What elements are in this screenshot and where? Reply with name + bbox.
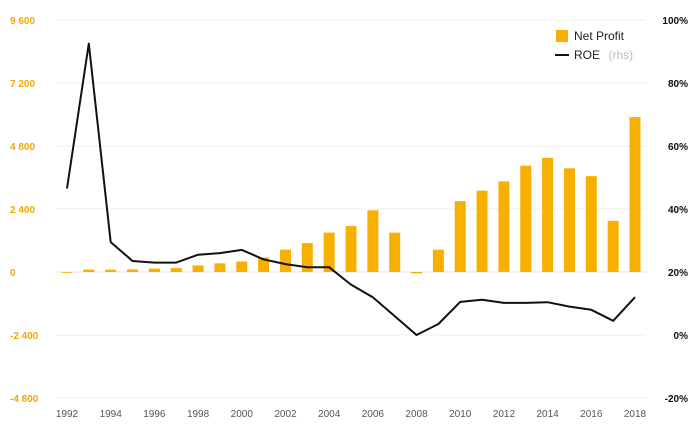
right-tick-label: 60% bbox=[668, 142, 688, 153]
x-tick-label: 1998 bbox=[187, 409, 210, 420]
right-tick-label: 20% bbox=[668, 268, 688, 279]
legend-label-roe-rhs: (rhs) bbox=[608, 48, 633, 62]
x-tick-label: 2002 bbox=[274, 409, 297, 420]
left-tick-label: 7 200 bbox=[10, 79, 35, 90]
bar-net-profit-2007 bbox=[389, 232, 401, 272]
bar-net-profit-1997 bbox=[170, 268, 182, 272]
bar-net-profit-2006 bbox=[367, 210, 379, 272]
bar-net-profit-2012 bbox=[498, 181, 510, 272]
legend-label-roe-group: ROE (rhs) bbox=[574, 46, 633, 63]
bar-net-profit-2009 bbox=[432, 249, 444, 272]
bar-net-profit-2004 bbox=[323, 232, 335, 272]
legend-label-roe: ROE bbox=[574, 48, 600, 62]
bar-net-profit-1994 bbox=[105, 269, 117, 272]
bar-net-profit-2018 bbox=[629, 117, 641, 272]
right-tick-label: 0% bbox=[674, 331, 689, 342]
left-axis: -4 800 -2 400 0 2 400 4 800 7 200 9 600 bbox=[10, 16, 39, 405]
gridlines bbox=[56, 19, 646, 399]
x-tick-label: 1992 bbox=[56, 409, 79, 420]
bar-net-profit-2014 bbox=[542, 157, 554, 272]
x-tick-label: 2004 bbox=[318, 409, 341, 420]
left-tick-label: -4 800 bbox=[10, 394, 39, 405]
bar-net-profit-2016 bbox=[585, 176, 597, 272]
left-tick-label: -2 400 bbox=[10, 331, 39, 342]
bar-net-profit-2002 bbox=[279, 249, 291, 272]
bar-net-profit-1992 bbox=[61, 272, 73, 273]
left-tick-label: 2 400 bbox=[10, 205, 35, 216]
net-profit-bars bbox=[61, 117, 641, 274]
x-tick-label: 2008 bbox=[405, 409, 428, 420]
legend-swatch-net-profit bbox=[556, 30, 568, 42]
bar-net-profit-2005 bbox=[345, 226, 357, 272]
left-tick-label: 0 bbox=[10, 268, 16, 279]
x-tick-label: 2006 bbox=[362, 409, 385, 420]
bar-net-profit-2010 bbox=[454, 201, 466, 272]
bar-net-profit-1998 bbox=[192, 265, 204, 272]
x-tick-label: 2000 bbox=[231, 409, 254, 420]
roe-line-group bbox=[66, 42, 636, 336]
bar-net-profit-2013 bbox=[520, 165, 532, 272]
bar-net-profit-1996 bbox=[148, 268, 160, 272]
legend: Net Profit ROE (rhs) bbox=[555, 29, 633, 63]
bar-net-profit-2003 bbox=[301, 243, 313, 272]
x-tick-label: 2012 bbox=[493, 409, 516, 420]
right-tick-label: 80% bbox=[668, 79, 688, 90]
left-tick-label: 9 600 bbox=[10, 16, 35, 27]
x-tick-label: 2016 bbox=[580, 409, 603, 420]
bar-net-profit-2001 bbox=[258, 257, 270, 272]
x-tick-label: 2018 bbox=[624, 409, 647, 420]
x-tick-label: 1994 bbox=[100, 409, 123, 420]
bar-net-profit-2011 bbox=[476, 190, 488, 272]
bar-net-profit-2008 bbox=[411, 272, 423, 274]
legend-label-net-profit: Net Profit bbox=[574, 29, 625, 43]
bar-net-profit-1999 bbox=[214, 263, 226, 272]
x-tick-label: 2014 bbox=[536, 409, 559, 420]
x-tick-label: 1996 bbox=[143, 409, 166, 420]
bar-net-profit-2017 bbox=[607, 220, 619, 272]
bar-net-profit-1993 bbox=[83, 269, 95, 272]
right-axis: -20% 0% 20% 40% 60% 80% 100% bbox=[662, 16, 688, 405]
bar-net-profit-2000 bbox=[236, 261, 248, 272]
bar-net-profit-1995 bbox=[127, 269, 139, 272]
x-axis: 1992 1994 1996 1998 2000 2002 2004 2006 2008 2010… bbox=[56, 409, 647, 420]
left-tick-label: 4 800 bbox=[10, 142, 35, 153]
x-tick-label: 2010 bbox=[449, 409, 472, 420]
right-tick-label: 100% bbox=[662, 16, 688, 27]
bar-net-profit-2015 bbox=[563, 168, 575, 272]
right-tick-label: -20% bbox=[665, 394, 688, 405]
right-tick-label: 40% bbox=[668, 205, 688, 216]
